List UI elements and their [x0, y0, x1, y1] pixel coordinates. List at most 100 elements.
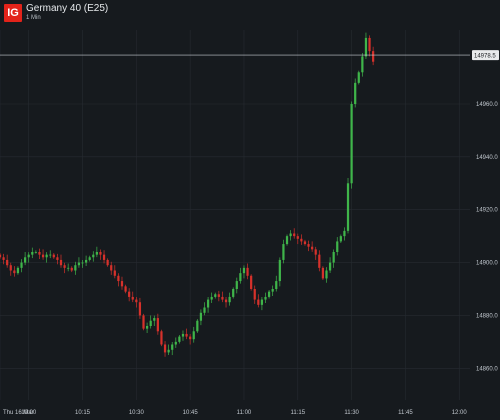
- candle-body: [242, 267, 246, 274]
- candle: [328, 257, 332, 274]
- candle: [321, 266, 325, 281]
- candle: [354, 78, 357, 108]
- candle: [260, 297, 264, 311]
- candle-body: [235, 281, 238, 289]
- candle: [131, 291, 134, 303]
- candle: [59, 254, 63, 268]
- candle: [117, 273, 120, 287]
- candle: [196, 319, 199, 333]
- candle-body: [52, 254, 55, 258]
- candle-body: [278, 259, 281, 282]
- candle-body: [217, 294, 220, 297]
- candle: [235, 277, 238, 294]
- candle-body: [282, 244, 285, 260]
- candle: [217, 290, 220, 302]
- candle: [293, 228, 296, 239]
- candle: [74, 261, 77, 275]
- candle-body: [81, 262, 84, 264]
- y-tick-label: 14880.0: [476, 313, 498, 319]
- candle-body: [16, 267, 20, 274]
- candle: [167, 344, 170, 355]
- candle: [189, 334, 192, 345]
- x-tick-label: Thu 16 Mar: [3, 410, 34, 416]
- candle: [9, 262, 12, 276]
- candle: [160, 329, 163, 347]
- candle: [38, 248, 41, 260]
- candle: [81, 260, 84, 268]
- candle-body: [34, 252, 37, 253]
- candle: [250, 274, 253, 291]
- ig-logo: IG: [4, 4, 22, 22]
- candle: [45, 252, 48, 263]
- x-tick-label: 11:15: [290, 410, 305, 416]
- candle: [88, 255, 91, 262]
- candle: [13, 266, 16, 277]
- candle: [142, 313, 145, 331]
- candle: [99, 249, 102, 260]
- candle: [56, 253, 59, 265]
- candle-body: [149, 320, 152, 326]
- candle: [325, 267, 328, 283]
- candles: [0, 32, 375, 357]
- y-tick-label: 14920.0: [476, 208, 498, 214]
- candle-body: [163, 344, 167, 353]
- candle-body: [145, 326, 149, 329]
- candle: [232, 287, 235, 299]
- candle: [199, 309, 203, 326]
- candle-body: [120, 281, 124, 287]
- candle-body: [271, 289, 274, 292]
- y-tick-label: 14860.0: [476, 366, 498, 372]
- candle-body: [221, 296, 224, 300]
- candle: [120, 276, 124, 290]
- candle-body: [181, 333, 185, 337]
- chart-header: IG Germany 40 (E25) 1 Min: [0, 0, 500, 28]
- candle: [138, 297, 142, 319]
- candle-body: [110, 265, 113, 271]
- candle: [336, 237, 339, 256]
- candle-body: [293, 233, 296, 237]
- candle-body: [311, 246, 314, 250]
- x-tick-label: 10:45: [183, 410, 199, 416]
- candle-body: [95, 252, 98, 255]
- candle-body: [328, 262, 332, 271]
- candle: [343, 227, 346, 241]
- candle-body: [49, 254, 52, 256]
- candle-body: [135, 299, 138, 303]
- y-axis: 14860.0 14880.0 14900.0 14920.0 14940.0 14960…: [476, 102, 498, 372]
- chart-grid: [0, 30, 470, 400]
- candle: [364, 32, 368, 59]
- candle: [206, 297, 210, 313]
- candle-body: [67, 267, 70, 269]
- candle-body: [239, 273, 242, 282]
- candle: [203, 302, 206, 316]
- candle-body: [303, 241, 307, 245]
- y-tick-label: 14900.0: [476, 261, 498, 267]
- candle: [350, 101, 353, 189]
- candle-body: [264, 296, 267, 300]
- candle: [145, 322, 149, 334]
- candle-body: [289, 233, 292, 237]
- candle: [296, 233, 299, 245]
- candle: [214, 292, 217, 299]
- candle-body: [318, 254, 321, 268]
- candle: [275, 275, 278, 292]
- candle: [278, 257, 281, 287]
- candle: [34, 250, 37, 254]
- candle-body: [206, 299, 210, 308]
- candle-body: [99, 252, 102, 255]
- candle: [224, 297, 228, 308]
- candle: [361, 52, 364, 77]
- candle-body: [314, 249, 317, 255]
- candle: [135, 297, 138, 308]
- candle-body: [332, 252, 335, 263]
- candle-body: [368, 37, 371, 52]
- candle-body: [307, 244, 310, 247]
- candle: [264, 292, 267, 304]
- candle-body: [131, 296, 134, 300]
- candle: [221, 291, 224, 303]
- candle: [178, 334, 181, 344]
- candle-body: [142, 315, 145, 329]
- candle-body: [92, 254, 95, 258]
- candle-body: [59, 259, 63, 266]
